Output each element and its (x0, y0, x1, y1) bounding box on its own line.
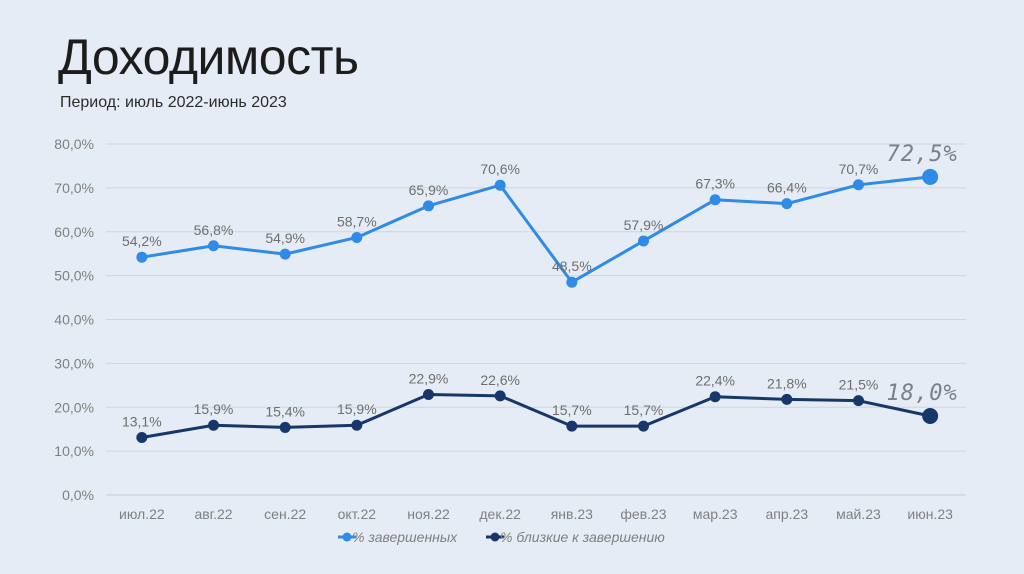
series-1: 54,2% 56,8% 54,9% 58,7% 65,9% 70,6% 48,5% 57,9%… (122, 142, 958, 288)
data-label: 67,3% (695, 176, 735, 192)
y-tick-label: 60,0% (54, 224, 94, 240)
x-axis-ticks: июл.22 авг.22 сен.22 окт.22 ноя.22 дек.22 янв.… (119, 506, 953, 522)
y-tick-label: 70,0% (54, 180, 94, 196)
data-label: 22,6% (480, 372, 520, 388)
y-tick-label: 50,0% (54, 268, 94, 284)
data-label: 66,4% (767, 180, 807, 196)
y-tick-label: 20,0% (54, 399, 94, 415)
legend-item-2: % близкие к завершению (486, 529, 665, 545)
legend-label: % близкие к завершению (500, 529, 665, 545)
data-point (423, 389, 434, 401)
data-label: 15,4% (265, 403, 305, 419)
chart-legend: % завершенных % близкие к завершению (338, 529, 665, 545)
series-line (140, 393, 932, 440)
y-tick-label: 80,0% (54, 136, 94, 152)
x-tick-label: июл.22 (119, 506, 165, 522)
x-tick-label: авг.22 (194, 506, 232, 522)
data-point (208, 240, 219, 252)
data-label: 72,5% (887, 142, 958, 167)
y-tick-label: 10,0% (54, 443, 94, 459)
data-label: 48,5% (552, 258, 592, 274)
x-tick-label: фев.23 (620, 506, 666, 522)
x-tick-label: сен.22 (264, 506, 306, 522)
data-label: 22,9% (409, 371, 449, 387)
data-label: 15,9% (337, 401, 377, 417)
y-tick-label: 30,0% (54, 355, 94, 371)
x-tick-label: ноя.22 (407, 506, 450, 522)
data-label: 56,8% (194, 222, 234, 238)
legend-label: % завершенных (352, 529, 458, 545)
data-label: 13,1% (122, 414, 162, 430)
data-point (351, 419, 363, 431)
legend-marker (490, 532, 500, 542)
data-point (279, 248, 291, 260)
data-point (781, 198, 793, 210)
series-2: 13,1% 15,9% 15,4% 15,9% 22,9% 22,6% 15,7% 15,7%… (122, 371, 958, 444)
data-label: 65,9% (409, 182, 449, 198)
chart-grid (106, 143, 966, 496)
data-point (922, 168, 939, 185)
data-label: 15,9% (194, 401, 234, 417)
data-point (781, 393, 793, 405)
y-tick-label: 40,0% (54, 312, 94, 328)
data-point (208, 419, 219, 431)
data-label: 21,5% (839, 377, 879, 393)
series-line (140, 175, 932, 284)
data-point (638, 235, 649, 247)
data-point (566, 276, 578, 288)
chart-series: 54,2% 56,8% 54,9% 58,7% 65,9% 70,6% 48,5% 57,9%… (122, 142, 958, 444)
y-axis-ticks: 0,0% 10,0% 20,0% 30,0% 40,0% 50,0% 60,0% 70,0% 8… (54, 136, 94, 503)
data-label: 58,7% (337, 213, 377, 229)
x-tick-label: окт.22 (338, 506, 377, 522)
data-point (853, 395, 864, 407)
data-point (566, 420, 578, 432)
data-label: 70,6% (480, 161, 520, 177)
data-label: 54,9% (265, 230, 305, 246)
data-point (136, 251, 148, 263)
data-label: 15,7% (624, 402, 664, 418)
data-point (922, 408, 939, 425)
data-label: 22,4% (695, 373, 735, 389)
data-label: 15,7% (552, 402, 592, 418)
y-tick-label: 0,0% (62, 487, 94, 503)
legend-item-1: % завершенных (338, 529, 458, 545)
x-tick-label: мар.23 (693, 506, 738, 522)
data-point (279, 421, 291, 433)
data-point (494, 179, 506, 191)
data-point (709, 194, 721, 206)
data-label: 70,7% (839, 161, 879, 177)
period-subtitle: Период: июль 2022-июнь 2023 (60, 94, 287, 111)
page-title: Доходимость (58, 29, 359, 85)
x-tick-label: июн.23 (907, 506, 953, 522)
data-point (136, 432, 148, 444)
x-tick-label: дек.22 (479, 506, 521, 522)
data-label: 18,0% (887, 381, 958, 406)
data-point (351, 231, 363, 243)
data-point (423, 200, 434, 212)
data-label: 54,2% (122, 233, 162, 249)
data-point (494, 390, 506, 402)
x-tick-label: апр.23 (766, 506, 809, 522)
data-point (853, 179, 864, 191)
data-label: 21,8% (767, 375, 807, 391)
x-tick-label: май.23 (836, 506, 881, 522)
legend-marker (342, 532, 352, 542)
x-tick-label: янв.23 (551, 506, 593, 522)
data-point (709, 391, 721, 403)
data-point (638, 420, 649, 432)
data-label: 57,9% (624, 217, 664, 233)
